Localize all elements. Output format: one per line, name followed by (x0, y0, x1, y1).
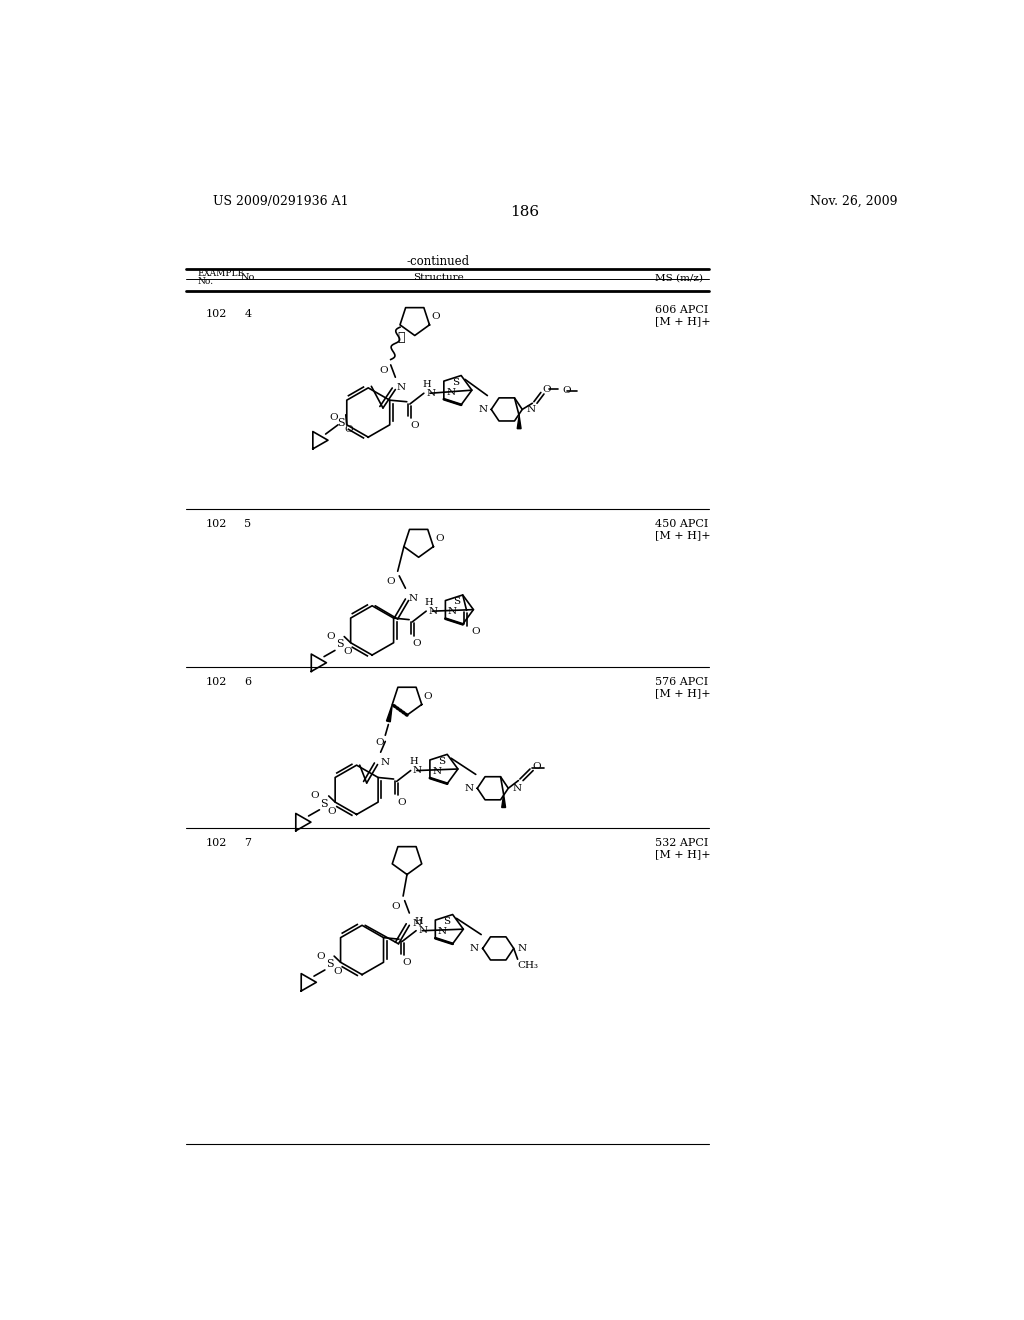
Text: 450 APCI: 450 APCI (655, 519, 709, 529)
Text: S: S (452, 378, 459, 387)
Text: 7: 7 (245, 837, 251, 847)
Text: N: N (413, 766, 422, 775)
Text: 6: 6 (245, 677, 251, 686)
Text: O: O (435, 533, 443, 543)
Text: No: No (241, 273, 255, 282)
Text: 576 APCI: 576 APCI (655, 677, 709, 686)
Text: S: S (321, 799, 328, 809)
Text: N: N (409, 594, 418, 603)
Text: [M + H]+: [M + H]+ (655, 688, 711, 698)
Text: S: S (326, 958, 334, 969)
Text: S: S (438, 756, 444, 766)
Text: O: O (413, 639, 421, 648)
Text: H: H (422, 380, 431, 388)
Text: N: N (447, 607, 457, 616)
Text: O: O (471, 627, 480, 636)
Text: 5: 5 (245, 519, 251, 529)
Text: O: O (329, 413, 338, 421)
Polygon shape (386, 705, 392, 722)
Text: N: N (512, 784, 521, 793)
Text: O: O (326, 632, 335, 642)
Text: No.: No. (198, 277, 214, 286)
Text: EXAMPLE: EXAMPLE (198, 269, 245, 277)
Text: [M + H]+: [M + H]+ (655, 531, 711, 540)
Text: O: O (397, 799, 406, 808)
Text: H: H (415, 917, 423, 927)
Text: 532 APCI: 532 APCI (655, 837, 709, 847)
Text: N: N (470, 944, 479, 953)
Text: N: N (428, 607, 437, 615)
Text: [M + H]+: [M + H]+ (655, 849, 711, 859)
Text: 102: 102 (206, 677, 227, 686)
Text: O: O (344, 425, 353, 434)
Text: 186: 186 (510, 205, 540, 219)
Text: N: N (526, 405, 536, 414)
Text: Structure: Structure (413, 273, 464, 282)
Text: N: N (517, 944, 526, 953)
Text: 102: 102 (206, 309, 227, 318)
Text: S: S (454, 597, 461, 606)
Text: 102: 102 (206, 519, 227, 529)
Text: N: N (413, 919, 422, 928)
Text: N: N (381, 759, 390, 767)
Text: S: S (337, 417, 345, 428)
Text: N: N (446, 388, 456, 397)
Text: O: O (402, 958, 411, 968)
Text: O: O (328, 807, 336, 816)
Text: H: H (425, 598, 433, 607)
Text: O: O (431, 312, 439, 321)
Text: O: O (310, 792, 319, 800)
Text: US 2009/0291936 A1: US 2009/0291936 A1 (213, 194, 349, 207)
Text: Nov. 26, 2009: Nov. 26, 2009 (810, 194, 897, 207)
Text: O: O (531, 762, 541, 771)
Text: H: H (410, 756, 418, 766)
Polygon shape (502, 795, 506, 808)
Text: S: S (443, 917, 451, 925)
Text: S: S (336, 639, 343, 649)
Text: O: O (343, 648, 351, 656)
Text: N: N (397, 383, 407, 392)
Text: [M + H]+: [M + H]+ (655, 317, 711, 326)
Text: CH₃: CH₃ (517, 961, 539, 970)
Text: O: O (562, 387, 571, 396)
Text: 606 APCI: 606 APCI (655, 305, 709, 314)
Text: O: O (423, 692, 432, 701)
Text: O: O (543, 385, 551, 393)
Text: N: N (437, 927, 446, 936)
Text: MS (m/z): MS (m/z) (655, 273, 703, 282)
Text: O: O (315, 952, 325, 961)
Text: O: O (391, 903, 400, 911)
Text: -continued: -continued (407, 255, 470, 268)
Text: 4: 4 (245, 309, 251, 318)
Polygon shape (517, 416, 521, 429)
Text: N: N (419, 927, 428, 935)
Text: 102: 102 (206, 837, 227, 847)
Text: N: N (478, 405, 487, 414)
Text: O: O (333, 968, 342, 975)
Text: O: O (386, 577, 394, 586)
Text: N: N (432, 767, 441, 776)
Text: N: N (464, 784, 473, 793)
Text: ∿: ∿ (397, 331, 406, 345)
Text: O: O (379, 367, 388, 375)
Text: N: N (426, 389, 435, 397)
Text: O: O (375, 738, 384, 747)
Text: O: O (411, 421, 419, 430)
